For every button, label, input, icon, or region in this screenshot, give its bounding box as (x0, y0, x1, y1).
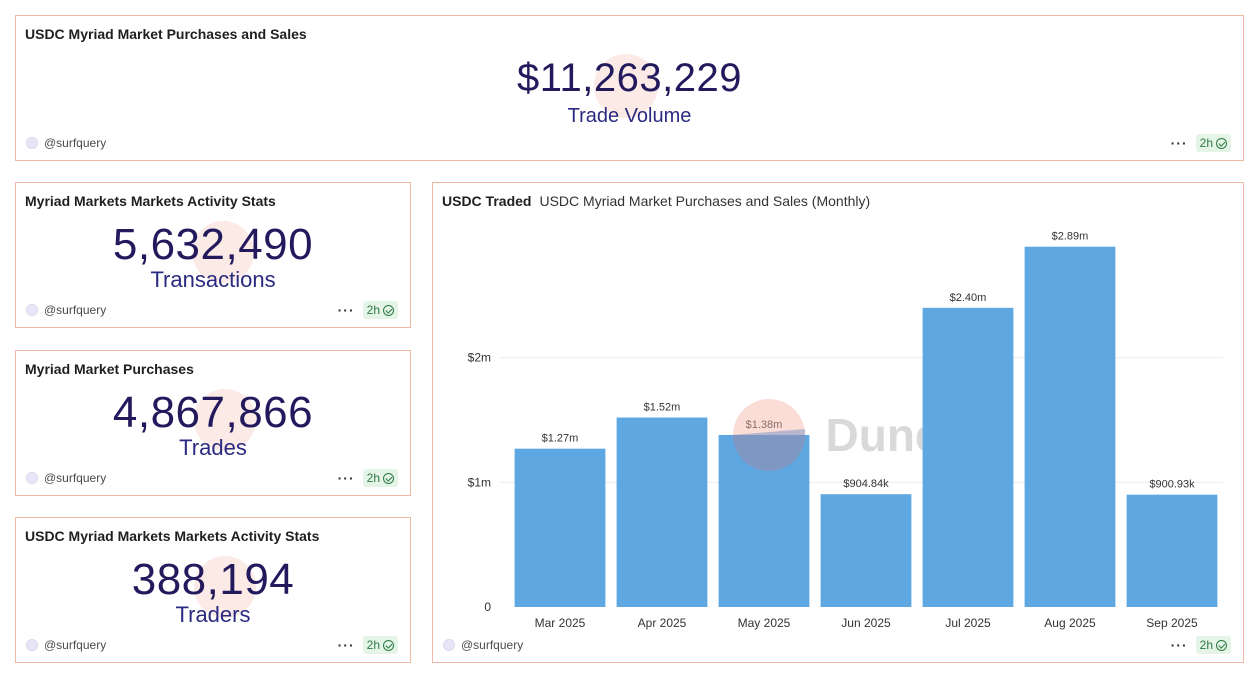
author[interactable]: @surfquery (443, 638, 523, 652)
check-icon (1216, 639, 1227, 651)
traders-card: USDC Myriad Markets Markets Activity Sta… (15, 517, 411, 663)
trades-card: Myriad Market Purchases 4,867,866 Trades… (15, 350, 411, 496)
counter-value: 4,867,866 (112, 388, 314, 437)
card-title[interactable]: USDC Myriad Market Purchases and Sales (25, 26, 307, 42)
bar-data-label: $1.52m (644, 402, 681, 414)
bar (820, 494, 912, 607)
chart-title-row: USDC Traded USDC Myriad Market Purchases … (442, 193, 870, 209)
author[interactable]: @surfquery (26, 471, 106, 485)
check-icon (383, 304, 394, 316)
freshness-text: 2h (1199, 638, 1213, 652)
avatar (443, 639, 455, 651)
x-tick-label: Aug 2025 (1044, 616, 1096, 630)
author-name: @surfquery (44, 471, 107, 485)
bar (718, 434, 810, 607)
x-tick-label: Sep 2025 (1146, 616, 1198, 630)
counter-label: Transactions (150, 267, 276, 292)
freshness-text: 2h (366, 471, 380, 485)
counter-value: 388,194 (131, 555, 295, 604)
transactions-card: Myriad Markets Markets Activity Stats 5,… (15, 182, 411, 328)
freshness-text: 2h (366, 303, 380, 317)
watermark-dot (194, 556, 256, 618)
avatar (26, 304, 38, 316)
author[interactable]: @surfquery (26, 638, 106, 652)
card-actions: ··· 2h (338, 469, 398, 487)
more-icon[interactable]: ··· (337, 302, 355, 318)
bar-data-label: $2.40m (950, 292, 987, 304)
dune-watermark: Dune (826, 409, 941, 461)
dune-logo-circle (733, 399, 805, 471)
avatar (26, 137, 38, 149)
card-actions: ··· 2h (1171, 134, 1231, 152)
author-name: @surfquery (461, 638, 524, 652)
counter-value: 5,632,490 (112, 220, 314, 269)
bar-data-label: $1.38m (746, 419, 783, 431)
x-tick-label: Mar 2025 (535, 616, 586, 630)
author-name: @surfquery (44, 638, 107, 652)
chart-subtitle: USDC Myriad Market Purchases and Sales (… (539, 193, 871, 209)
x-tick-label: Jul 2025 (945, 616, 991, 630)
bar (616, 417, 708, 607)
y-tick-label: 0 (484, 600, 491, 614)
counter-label: Trade Volume (567, 105, 692, 127)
freshness-badge[interactable]: 2h (362, 636, 398, 654)
card-actions: ··· 2h (338, 636, 398, 654)
avatar (26, 472, 38, 484)
card-actions: ··· 2h (338, 301, 398, 319)
freshness-badge[interactable]: 2h (1195, 134, 1231, 152)
trade-volume-card: USDC Myriad Market Purchases and Sales $… (15, 15, 1244, 161)
bar (1126, 494, 1218, 607)
author[interactable]: @surfquery (26, 303, 106, 317)
author-name: @surfquery (44, 136, 107, 150)
freshness-badge[interactable]: 2h (1195, 636, 1231, 654)
card-title[interactable]: USDC Myriad Markets Markets Activity Sta… (25, 528, 320, 544)
avatar (26, 639, 38, 651)
bar-data-label: $1.27m (542, 433, 579, 445)
bar-data-label: $900.93k (1149, 479, 1195, 491)
bar-data-label: $904.84k (843, 478, 889, 490)
x-tick-label: May 2025 (738, 616, 791, 630)
counter-label: Traders (175, 602, 251, 627)
bar (922, 307, 1014, 607)
check-icon (1216, 137, 1227, 149)
author[interactable]: @surfquery (26, 136, 106, 150)
card-title[interactable]: Myriad Market Purchases (25, 361, 194, 377)
freshness-badge[interactable]: 2h (362, 301, 398, 319)
more-icon[interactable]: ··· (337, 637, 355, 653)
check-icon (383, 472, 394, 484)
x-tick-label: Apr 2025 (638, 616, 687, 630)
x-tick-label: Jun 2025 (841, 616, 891, 630)
more-icon[interactable]: ··· (1170, 135, 1188, 151)
bar (1024, 246, 1116, 608)
chart-title[interactable]: USDC Traded (442, 193, 532, 209)
dune-logo-slice (733, 429, 805, 471)
freshness-text: 2h (366, 638, 380, 652)
card-actions: ··· 2h (1171, 636, 1231, 654)
bar (514, 448, 606, 607)
freshness-badge[interactable]: 2h (362, 469, 398, 487)
watermark-dot (192, 221, 254, 283)
check-icon (383, 639, 394, 651)
watermark-dot (594, 54, 658, 118)
freshness-text: 2h (1199, 136, 1213, 150)
y-tick-label: $1m (468, 475, 491, 489)
bar-chart: 0 $1m $2m Dune $1.27m Mar 2025 $1.52m Apr 2025 $… (468, 231, 1223, 630)
bar-data-label: $2.89m (1052, 231, 1089, 243)
card-title[interactable]: Myriad Markets Markets Activity Stats (25, 193, 276, 209)
author-name: @surfquery (44, 303, 107, 317)
counter-value: $11,263,229 (517, 56, 742, 100)
watermark-dot (194, 389, 256, 451)
counter-label: Trades (179, 435, 247, 460)
chart-card: 0 $1m $2m Dune $1.27m Mar 2025 $1.52m Apr 2025 $… (432, 182, 1244, 663)
more-icon[interactable]: ··· (337, 470, 355, 486)
y-tick-label: $2m (468, 351, 491, 365)
more-icon[interactable]: ··· (1170, 637, 1188, 653)
